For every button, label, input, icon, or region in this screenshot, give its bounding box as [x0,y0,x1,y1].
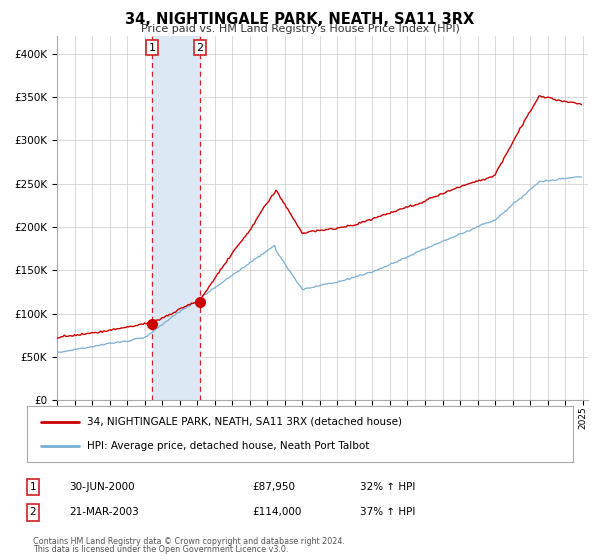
Text: 34, NIGHTINGALE PARK, NEATH, SA11 3RX (detached house): 34, NIGHTINGALE PARK, NEATH, SA11 3RX (d… [87,417,402,427]
Text: Contains HM Land Registry data © Crown copyright and database right 2024.: Contains HM Land Registry data © Crown c… [33,537,345,546]
Text: 34, NIGHTINGALE PARK, NEATH, SA11 3RX: 34, NIGHTINGALE PARK, NEATH, SA11 3RX [125,12,475,27]
Text: £114,000: £114,000 [252,507,301,517]
Text: 1: 1 [148,43,155,53]
Text: 1: 1 [29,482,37,492]
Text: HPI: Average price, detached house, Neath Port Talbot: HPI: Average price, detached house, Neat… [87,441,370,451]
Text: 2: 2 [197,43,203,53]
Bar [152,36,200,400]
Text: 2: 2 [29,507,37,517]
Text: 30-JUN-2000: 30-JUN-2000 [69,482,134,492]
Text: 37% ↑ HPI: 37% ↑ HPI [360,507,415,517]
Text: 32% ↑ HPI: 32% ↑ HPI [360,482,415,492]
Text: This data is licensed under the Open Government Licence v3.0.: This data is licensed under the Open Gov… [33,545,289,554]
Text: 21-MAR-2003: 21-MAR-2003 [69,507,139,517]
Text: Price paid vs. HM Land Registry's House Price Index (HPI): Price paid vs. HM Land Registry's House … [140,24,460,34]
Text: £87,950: £87,950 [252,482,295,492]
